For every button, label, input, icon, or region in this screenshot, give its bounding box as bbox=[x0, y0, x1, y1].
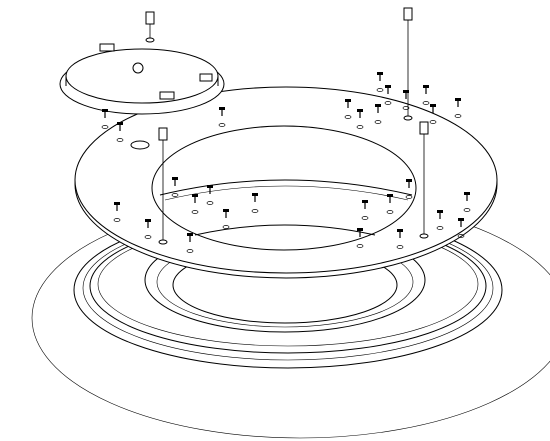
screw-hole bbox=[405, 195, 413, 199]
screw-hole bbox=[171, 193, 179, 197]
screw-head bbox=[437, 210, 443, 213]
screw-hole bbox=[384, 101, 392, 105]
screw-head bbox=[458, 218, 464, 221]
screw-hole bbox=[144, 235, 152, 239]
screw-head bbox=[406, 179, 412, 182]
screw-hole bbox=[113, 218, 121, 222]
rod-end bbox=[403, 115, 413, 121]
screw-head bbox=[223, 209, 229, 212]
screw-head bbox=[345, 99, 351, 102]
screw-head bbox=[455, 98, 461, 101]
disc-top bbox=[65, 48, 219, 104]
rod-end bbox=[145, 37, 155, 43]
screw-head bbox=[187, 233, 193, 236]
rod-end bbox=[158, 239, 168, 245]
screw-head bbox=[357, 109, 363, 112]
screw-hole bbox=[344, 115, 352, 119]
screw-head bbox=[102, 109, 108, 112]
clip bbox=[99, 43, 115, 52]
screw-hole bbox=[356, 125, 364, 129]
rod-fitting bbox=[158, 127, 168, 141]
inner-rim bbox=[164, 185, 409, 201]
screw-hole bbox=[376, 88, 384, 92]
screw-head bbox=[430, 104, 436, 107]
inner-rim bbox=[159, 179, 413, 196]
disc-hub bbox=[132, 62, 144, 74]
screw-hole bbox=[374, 120, 382, 124]
screw-head bbox=[362, 200, 368, 203]
screw-head bbox=[145, 219, 151, 222]
cable-hole bbox=[130, 140, 150, 150]
screw-hole bbox=[191, 210, 199, 214]
mounting-plate bbox=[74, 86, 498, 279]
screw-hole bbox=[206, 201, 214, 205]
suspension-rods bbox=[145, 7, 429, 245]
clip bbox=[159, 91, 175, 100]
screw-hole bbox=[454, 114, 462, 118]
screw-head bbox=[252, 193, 258, 196]
screw-head bbox=[385, 85, 391, 88]
rod-end bbox=[419, 233, 429, 239]
disc-side bbox=[65, 76, 219, 86]
screw-hole bbox=[386, 210, 394, 214]
screw-head bbox=[387, 194, 393, 197]
screw-hole bbox=[101, 125, 109, 129]
screw-head bbox=[172, 177, 178, 180]
screw-head bbox=[403, 90, 409, 93]
screw-hole bbox=[251, 209, 259, 213]
screw-hole bbox=[186, 249, 194, 253]
screw-hole bbox=[396, 245, 404, 249]
screws bbox=[101, 72, 471, 253]
screw-head bbox=[114, 202, 120, 205]
screw-hole bbox=[436, 226, 444, 230]
screw-hole bbox=[422, 101, 430, 105]
rod-fitting bbox=[145, 11, 155, 25]
screw-hole bbox=[429, 120, 437, 124]
screw-head bbox=[219, 107, 225, 110]
screw-head bbox=[375, 104, 381, 107]
plate-hole bbox=[151, 125, 417, 251]
screw-hole bbox=[222, 225, 230, 229]
screw-hole bbox=[457, 234, 465, 238]
screw-hole bbox=[402, 106, 410, 110]
screw-hole bbox=[116, 138, 124, 142]
screw-head bbox=[464, 192, 470, 195]
inner-rim bbox=[194, 224, 376, 236]
screw-head bbox=[377, 72, 383, 75]
screw-head bbox=[192, 194, 198, 197]
rod-fitting bbox=[403, 7, 413, 21]
screw-head bbox=[423, 85, 429, 88]
screw-hole bbox=[356, 244, 364, 248]
screw-hole bbox=[463, 208, 471, 212]
screw-head bbox=[207, 185, 213, 188]
screw-hole bbox=[361, 216, 369, 220]
cover-disc bbox=[59, 43, 225, 115]
screw-head bbox=[117, 122, 123, 125]
clip bbox=[199, 73, 213, 82]
rod-fitting bbox=[419, 121, 429, 135]
screw-head bbox=[397, 229, 403, 232]
screw-head bbox=[357, 228, 363, 231]
screw-hole bbox=[218, 123, 226, 127]
